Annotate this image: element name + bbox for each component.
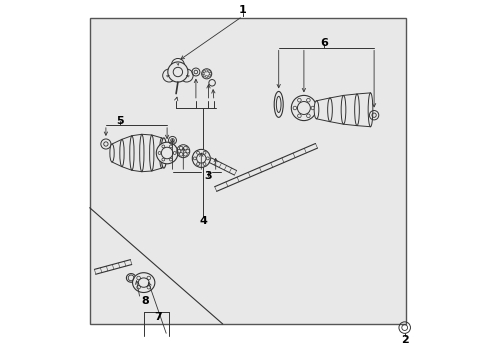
Ellipse shape	[354, 94, 359, 126]
Ellipse shape	[327, 98, 332, 122]
Circle shape	[193, 157, 196, 160]
Text: 4: 4	[199, 216, 206, 226]
Ellipse shape	[161, 138, 166, 168]
Text: 8: 8	[142, 296, 149, 306]
Circle shape	[306, 98, 309, 102]
Circle shape	[292, 106, 296, 110]
Text: 7: 7	[154, 312, 162, 322]
Text: 5: 5	[116, 116, 124, 126]
Text: 2: 2	[400, 335, 408, 345]
Circle shape	[196, 163, 199, 166]
Circle shape	[201, 69, 211, 79]
Circle shape	[310, 106, 314, 110]
Circle shape	[297, 98, 301, 102]
Circle shape	[192, 149, 210, 167]
Text: 3: 3	[204, 171, 212, 181]
Circle shape	[206, 157, 209, 160]
Circle shape	[156, 142, 178, 164]
Ellipse shape	[140, 134, 143, 172]
Circle shape	[163, 69, 175, 82]
Ellipse shape	[341, 95, 345, 124]
Ellipse shape	[274, 91, 283, 117]
Ellipse shape	[132, 273, 155, 292]
Text: 1: 1	[238, 5, 246, 15]
Circle shape	[291, 95, 316, 121]
Ellipse shape	[159, 138, 163, 168]
FancyBboxPatch shape	[89, 18, 406, 324]
Circle shape	[203, 151, 205, 154]
Ellipse shape	[367, 93, 372, 127]
Circle shape	[306, 114, 309, 118]
Circle shape	[297, 114, 301, 118]
Circle shape	[203, 163, 205, 166]
Circle shape	[180, 69, 193, 82]
Ellipse shape	[110, 144, 114, 162]
Text: 6: 6	[319, 38, 327, 48]
Circle shape	[196, 151, 199, 154]
Ellipse shape	[120, 139, 124, 167]
Ellipse shape	[149, 135, 154, 171]
Circle shape	[167, 62, 187, 82]
Ellipse shape	[313, 101, 318, 119]
Ellipse shape	[129, 136, 134, 170]
Circle shape	[171, 58, 184, 71]
